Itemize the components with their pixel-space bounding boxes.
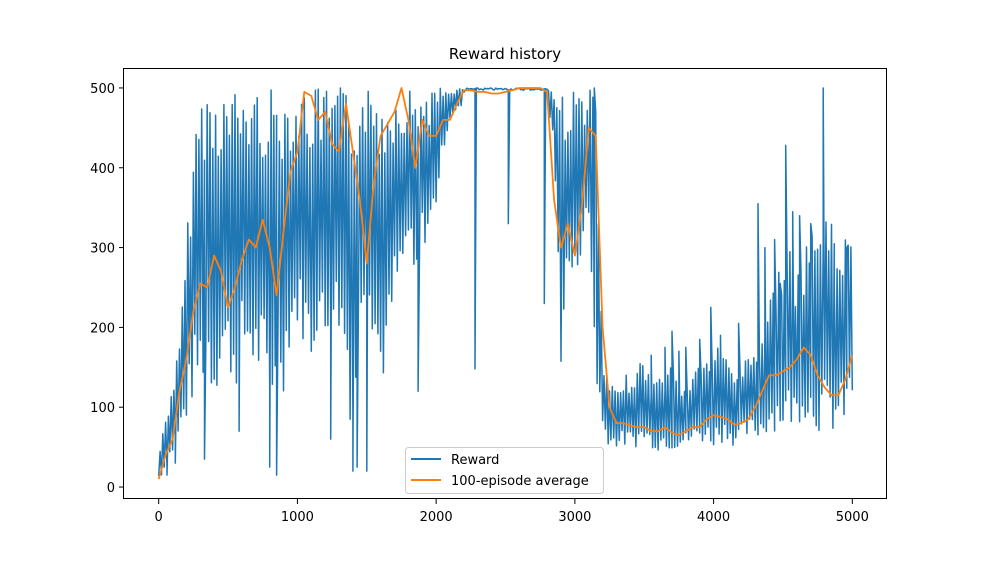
- plot-area: [157, 87, 854, 480]
- y-tick-label: 300: [90, 242, 115, 257]
- y-axis: 0 100 200 300 400 500: [90, 82, 124, 496]
- legend-label-reward: Reward: [451, 453, 499, 468]
- y-tick-label: 100: [90, 401, 115, 416]
- legend-label-average: 100-episode average: [451, 474, 589, 489]
- x-tick-label: 2000: [420, 510, 453, 525]
- x-tick-label: 4000: [697, 510, 730, 525]
- x-tick-label: 5000: [836, 510, 869, 525]
- x-tick-label: 0: [155, 510, 163, 525]
- y-tick-label: 0: [107, 481, 115, 496]
- y-tick-label: 400: [90, 162, 115, 177]
- chart-title: Reward history: [449, 45, 561, 63]
- x-tick-label: 1000: [281, 510, 314, 525]
- y-tick-label: 200: [90, 321, 115, 336]
- legend: Reward 100-episode average: [405, 447, 604, 494]
- x-tick-label: 3000: [558, 510, 591, 525]
- legend-box: [405, 447, 604, 494]
- axes-frame: [123, 68, 887, 499]
- series-average-line: [157, 87, 854, 480]
- x-axis: 0 1000 2000 3000 4000 5000: [155, 499, 869, 525]
- y-tick-label: 500: [90, 82, 115, 97]
